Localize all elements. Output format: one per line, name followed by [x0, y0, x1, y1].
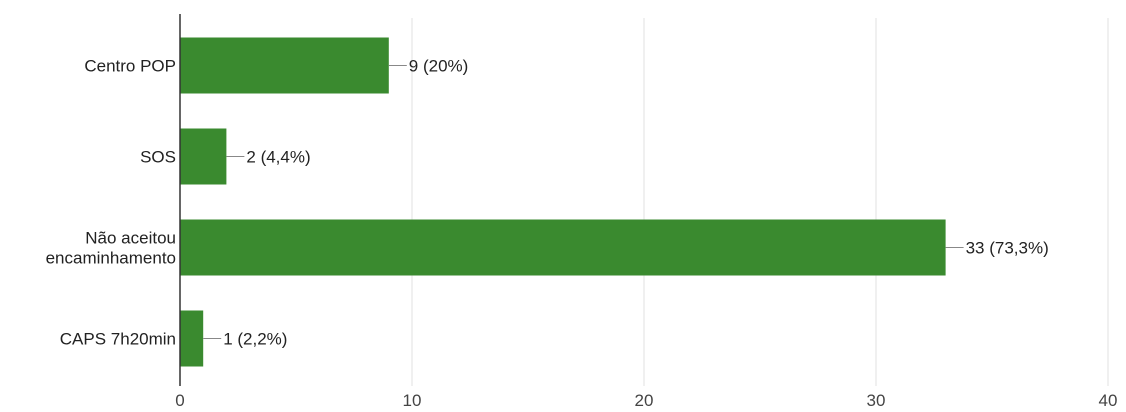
data-label: 9 (20%): [409, 57, 469, 76]
bar: [180, 128, 227, 185]
bar: [180, 37, 389, 94]
category-label: SOS: [140, 148, 176, 167]
data-label: 1 (2,2%): [223, 330, 287, 349]
category-label: Não aceitou: [85, 229, 176, 248]
x-tick-label: 10: [403, 391, 422, 410]
category-label: CAPS 7h20min: [60, 330, 176, 349]
bars: [180, 37, 946, 367]
bar: [180, 219, 946, 276]
data-label: 33 (73,3%): [966, 239, 1049, 258]
labels: 0 10 20 30 40 9 (20%) Centro POP 2 (4,4%) SOS 33 …: [46, 57, 1118, 411]
x-tick-label: 30: [867, 391, 886, 410]
x-tick-label: 20: [635, 391, 654, 410]
category-label: encaminhamento: [46, 249, 176, 268]
category-label: Centro POP: [84, 57, 176, 76]
data-label: 2 (4,4%): [246, 148, 310, 167]
x-tick-label: 0: [175, 391, 184, 410]
grid-lines: [411, 18, 1109, 386]
x-tick-label: 40: [1099, 391, 1118, 410]
bar: [180, 310, 204, 367]
